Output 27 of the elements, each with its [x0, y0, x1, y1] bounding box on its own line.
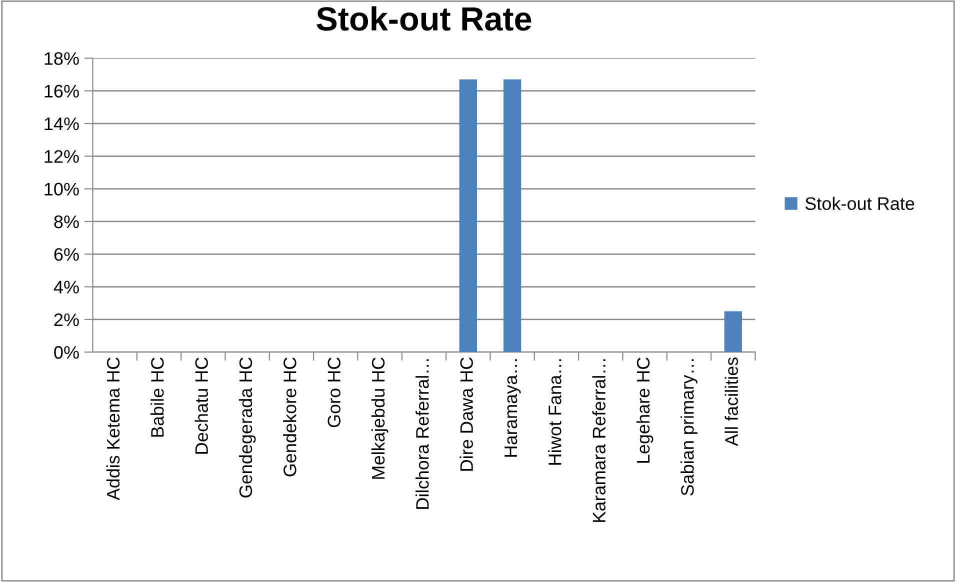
x-tick-label: Hiwot Fana… — [548, 359, 562, 465]
x-tick-label: Haramaya… — [504, 359, 521, 457]
y-tick-label: 4% — [54, 280, 79, 294]
y-tick-label: 10% — [44, 182, 79, 196]
legend-label: Stok-out Rate — [805, 196, 914, 210]
x-tick-label: Karamara Referral… — [592, 359, 606, 522]
y-tick-label: 8% — [54, 215, 79, 228]
x-tick-label: Dire Dawa HC — [460, 358, 473, 471]
y-tick-label: 14% — [44, 118, 79, 130]
x-tick-label: Gendegerada HC — [238, 358, 256, 498]
x-tick-label: Babile HC — [150, 358, 164, 437]
x-tick-label: Legehare HC — [636, 358, 654, 463]
x-tick-label: All facilities — [724, 357, 738, 446]
x-tick-label: Gendekore HC — [283, 358, 296, 476]
x-tick-label: Addis Ketema HC — [106, 358, 120, 500]
y-tick-label: 12% — [44, 150, 79, 163]
x-tick-label: Melkajebdu HC — [371, 358, 388, 479]
x-tick-label: Goro HC — [328, 358, 340, 428]
x-tick-label: Dechatu HC — [194, 358, 208, 454]
x-tick-label: Sabian primary… — [680, 359, 698, 496]
y-tick-label: 18% — [44, 52, 79, 65]
y-tick-label: 2% — [54, 313, 79, 326]
y-tick-label: 6% — [54, 248, 79, 261]
y-tick-label: 0% — [54, 346, 79, 359]
chart-title: Stok-out Rate — [316, 6, 532, 31]
x-tick-label: Dilchora Referral… — [416, 359, 429, 509]
y-tick-label: 16% — [44, 84, 79, 98]
